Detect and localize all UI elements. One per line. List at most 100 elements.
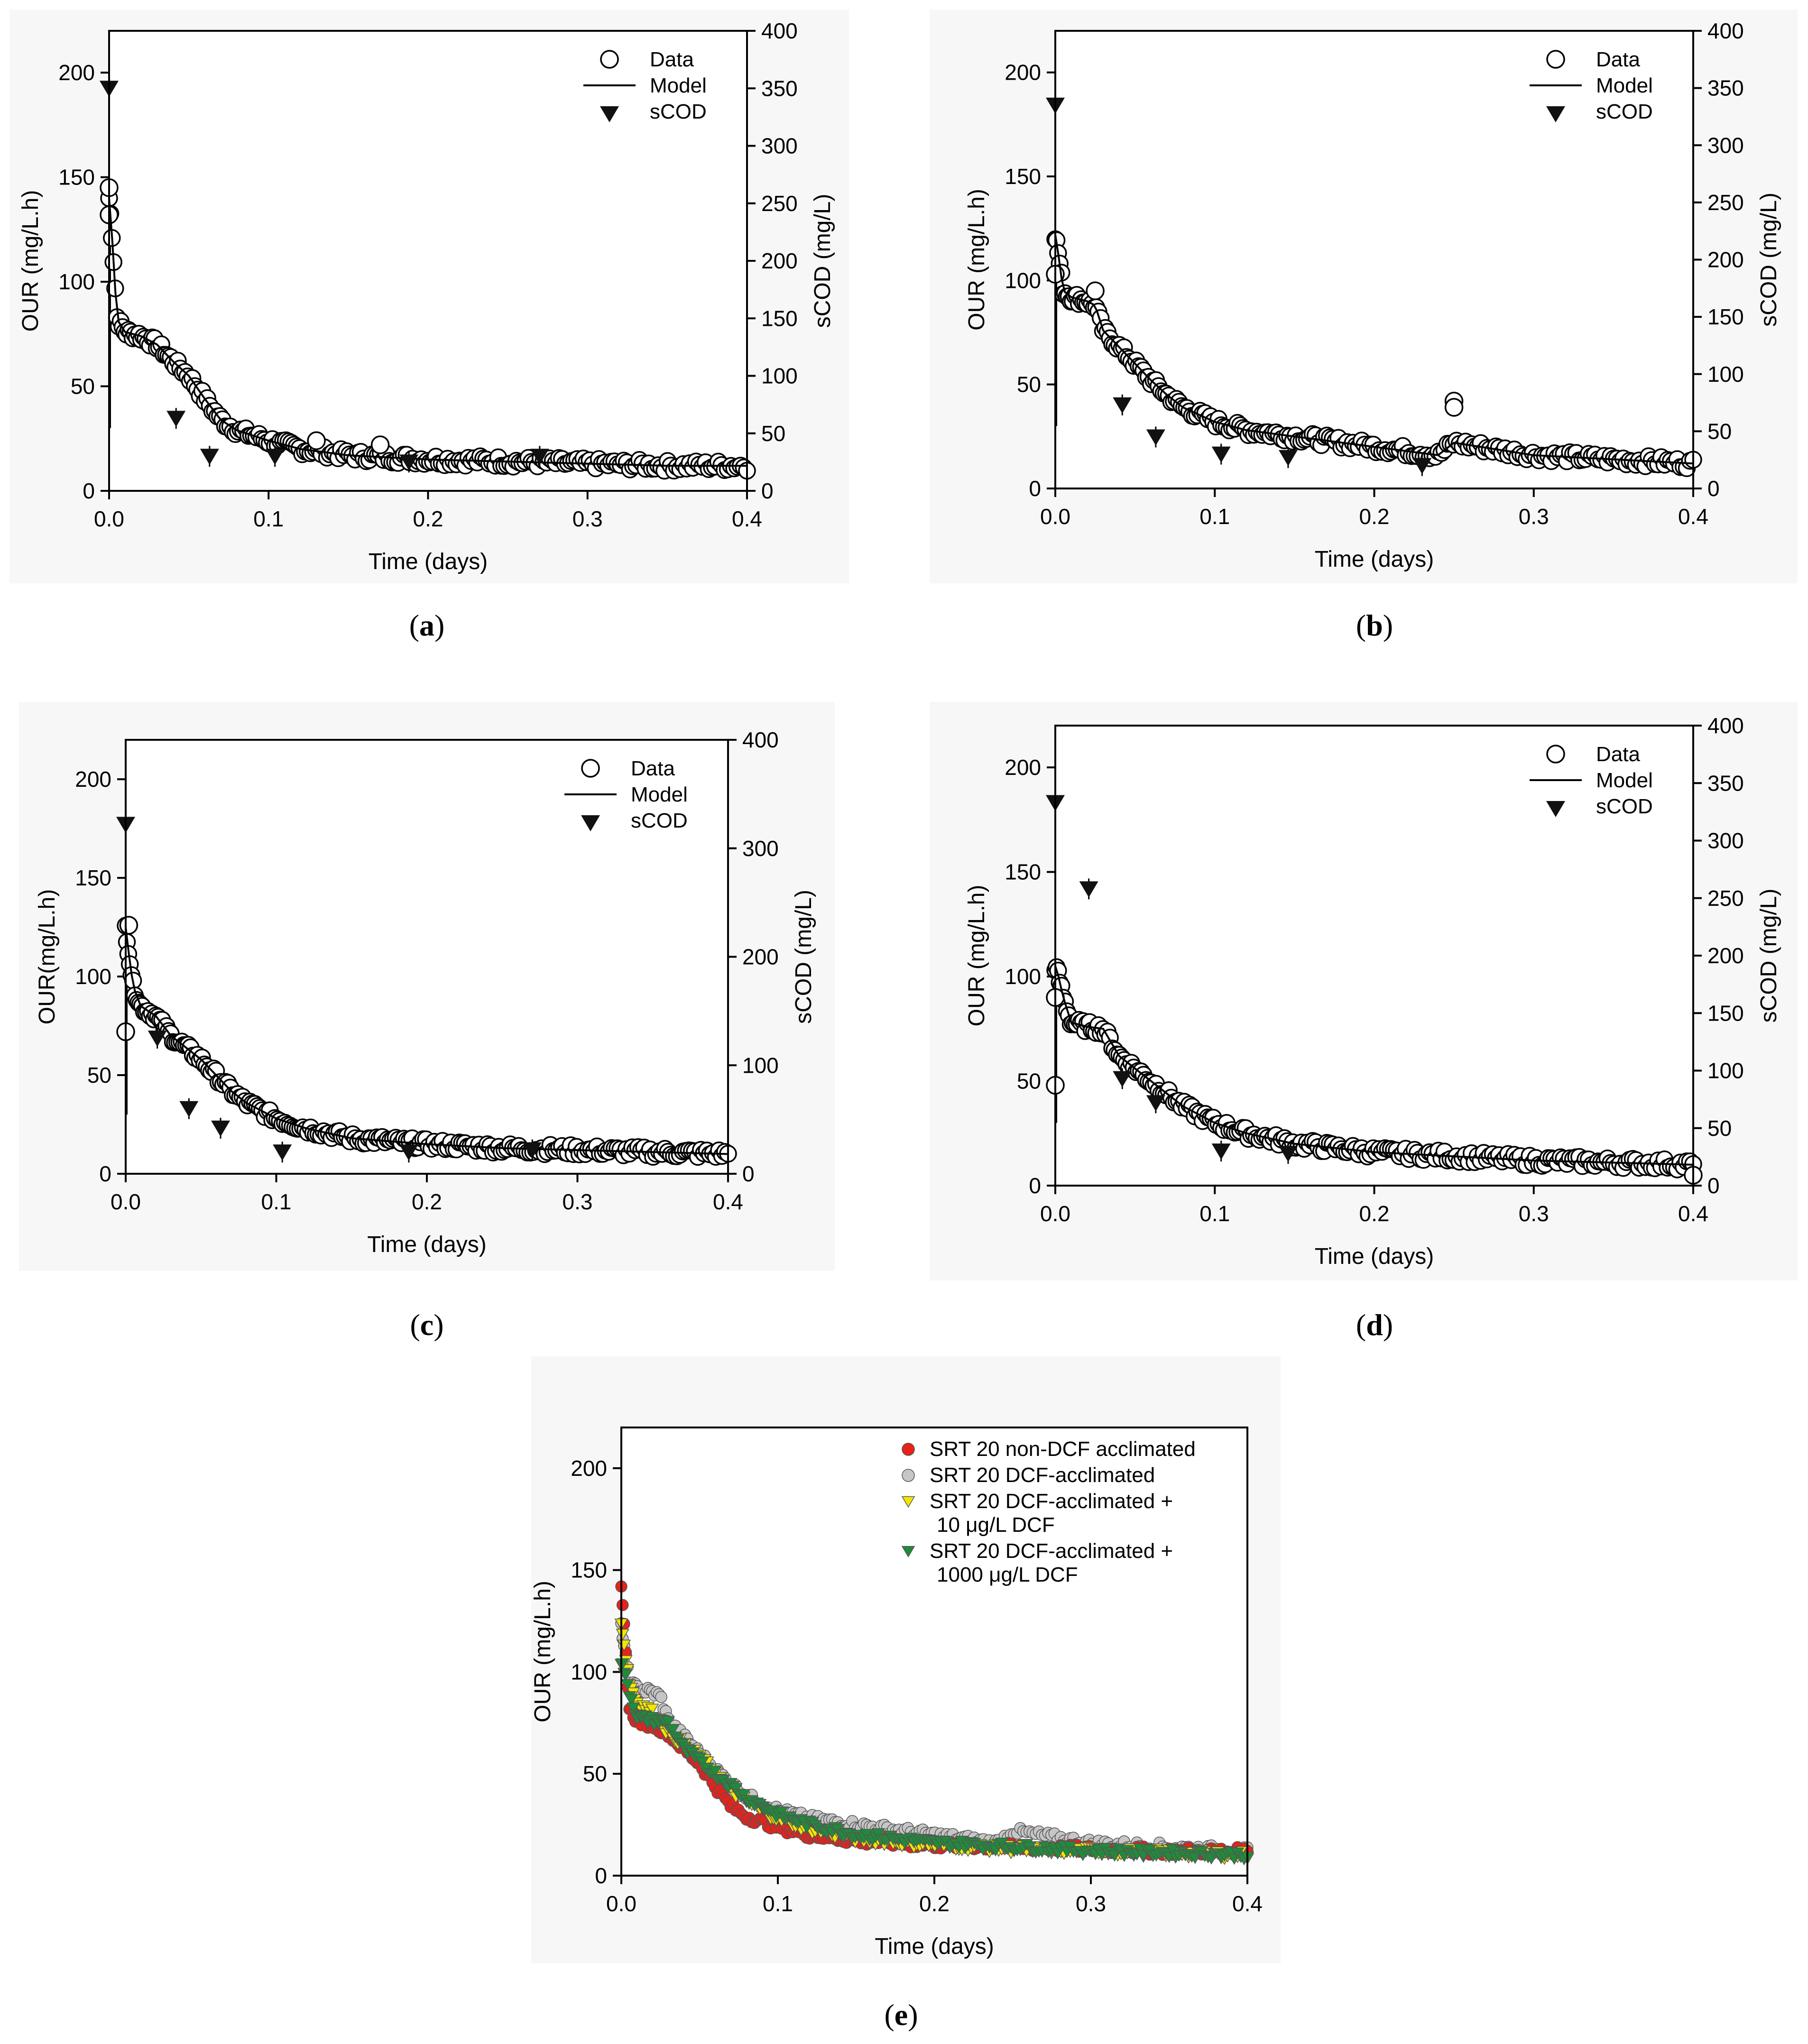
scod-point bbox=[148, 1031, 167, 1047]
y-axis-label: OUR (mg/L.h) bbox=[964, 885, 989, 1027]
y-tick-label: 200 bbox=[75, 767, 111, 792]
scod-point bbox=[1113, 1071, 1132, 1087]
panel-c-chart: 0.0 0.1 0.2 0.3 0.4 0 50 100 150 200 0 100 200 300 400… bbox=[19, 702, 835, 1271]
y2-axis-label: sCOD (mg/L) bbox=[1756, 193, 1781, 327]
series-point bbox=[620, 1679, 635, 1691]
scod-point bbox=[179, 1101, 199, 1117]
x-tick-label: 0.2 bbox=[412, 1189, 442, 1214]
scod-point bbox=[1113, 397, 1132, 414]
legend-model-label: Model bbox=[1596, 769, 1653, 792]
y2-tick-label: 300 bbox=[1707, 829, 1744, 853]
legend-marker bbox=[902, 1469, 915, 1482]
y2-tick-label: 350 bbox=[1707, 76, 1744, 101]
y-tick-label: 100 bbox=[1005, 268, 1041, 293]
y2-tick-label: 400 bbox=[1707, 713, 1744, 738]
y-tick-label: 200 bbox=[571, 1456, 607, 1481]
series-point bbox=[871, 1828, 886, 1840]
scod-point bbox=[1278, 1146, 1298, 1162]
legend-data-label: Data bbox=[1596, 48, 1640, 71]
caption-b: (b) bbox=[1356, 608, 1393, 642]
legend-scod-label: sCOD bbox=[631, 809, 688, 832]
plot-frame bbox=[108, 30, 748, 492]
x-tick-label: 0.1 bbox=[763, 1891, 793, 1916]
legend-scod-label: sCOD bbox=[1596, 100, 1653, 123]
x-tick-label: 0.4 bbox=[713, 1189, 743, 1214]
series-point bbox=[1165, 1844, 1180, 1856]
y2-tick-label: 100 bbox=[1707, 1059, 1744, 1083]
y2-tick-label: 50 bbox=[1707, 1116, 1732, 1141]
y-tick-label: 0 bbox=[1029, 476, 1041, 501]
series-point bbox=[624, 1694, 638, 1706]
y2-tick-label: 0 bbox=[742, 1161, 755, 1186]
y2-tick-label: 50 bbox=[1707, 419, 1732, 443]
x-tick-label: 0.0 bbox=[1040, 504, 1070, 529]
scod-point bbox=[273, 1144, 292, 1161]
x-tick-label: 0.3 bbox=[1076, 1891, 1106, 1916]
x-tick-label: 0.2 bbox=[1359, 1201, 1390, 1226]
caption-e: (e) bbox=[884, 1998, 918, 2032]
legend-data-marker bbox=[1546, 745, 1565, 764]
our-data-point bbox=[119, 916, 138, 935]
legend-label-line2: 1000 μg/L DCF bbox=[937, 1563, 1078, 1586]
y-axis-label: OUR (mg/L.h) bbox=[530, 1581, 555, 1722]
y-tick-label: 150 bbox=[58, 165, 95, 190]
our-data-point bbox=[307, 431, 326, 450]
panel-e-chart: 0.0 0.1 0.2 0.3 0.4 0 50 100 150 200 Time (days) OU… bbox=[530, 1356, 1281, 1963]
x-tick-label: 0.1 bbox=[261, 1189, 292, 1214]
y-tick-label: 50 bbox=[1017, 372, 1041, 397]
y-tick-label: 0 bbox=[595, 1863, 607, 1888]
x-tick-label: 0.1 bbox=[253, 506, 284, 531]
x-tick-label: 0.2 bbox=[1359, 504, 1390, 529]
y2-tick-label: 300 bbox=[1707, 133, 1744, 157]
scod-point bbox=[211, 1120, 231, 1137]
x-tick-label: 0.4 bbox=[732, 506, 762, 531]
y2-tick-label: 250 bbox=[1707, 190, 1744, 215]
x-tick-label: 0.4 bbox=[1678, 1201, 1708, 1226]
y2-tick-label: 250 bbox=[761, 191, 798, 216]
scod-point bbox=[523, 1142, 542, 1159]
legend-data-marker bbox=[1546, 50, 1565, 69]
x-tick-label: 0.3 bbox=[563, 1189, 593, 1214]
scod-point bbox=[166, 411, 186, 427]
scod-point bbox=[1211, 446, 1231, 463]
legend-label-line2: 10 μg/L DCF bbox=[937, 1513, 1055, 1537]
scod-point bbox=[1412, 458, 1432, 474]
x-tick-label: 0.0 bbox=[1040, 1201, 1070, 1226]
x-tick-label: 0.0 bbox=[111, 1189, 141, 1214]
legend-model-label: Model bbox=[1596, 74, 1653, 97]
series-point bbox=[626, 1702, 640, 1714]
scod-point bbox=[1079, 881, 1098, 898]
y-tick-label: 200 bbox=[58, 60, 95, 85]
x-tick-label: 0.2 bbox=[413, 506, 443, 531]
model-line bbox=[1054, 234, 1694, 465]
series-point bbox=[708, 1766, 722, 1777]
x-tick-label: 0.1 bbox=[1199, 1201, 1230, 1226]
x-tick-label: 0.1 bbox=[1199, 504, 1230, 529]
legend-data-marker bbox=[600, 50, 619, 69]
scod-point bbox=[1211, 1143, 1231, 1160]
x-tick-label: 0.4 bbox=[1232, 1891, 1263, 1916]
y2-tick-label: 300 bbox=[761, 134, 798, 158]
series-point bbox=[661, 1716, 675, 1728]
x-tick-label: 0.2 bbox=[919, 1891, 950, 1916]
panel-a-chart: 0.0 0.1 0.2 0.3 0.4 0 50 100 150 200 0 50 100 150 200 2… bbox=[9, 9, 849, 583]
y-axis-label: OUR (mg/L.h) bbox=[964, 189, 989, 331]
y2-tick-label: 150 bbox=[1707, 1001, 1744, 1025]
x-axis-label: Time (days) bbox=[875, 1934, 994, 1959]
panel-b-chart: 0.0 0.1 0.2 0.3 0.4 0 50 100 150 200 0 50 100 150 200 2… bbox=[930, 9, 1798, 583]
scod-point bbox=[399, 1144, 418, 1161]
scod-point bbox=[399, 454, 419, 471]
x-axis-label: Time (days) bbox=[1315, 1244, 1434, 1269]
legend-label: SRT 20 DCF-acclimated bbox=[930, 1464, 1155, 1487]
y-tick-label: 0 bbox=[1029, 1173, 1041, 1198]
y2-tick-label: 0 bbox=[1707, 476, 1720, 501]
plot-frame bbox=[620, 1427, 1248, 1877]
y2-tick-label: 150 bbox=[1707, 304, 1744, 329]
legend-model-label: Model bbox=[650, 74, 707, 97]
series-point bbox=[695, 1757, 710, 1768]
caption-d: (d) bbox=[1356, 1308, 1393, 1342]
series-point bbox=[645, 1703, 659, 1715]
panel-d-chart: 0.0 0.1 0.2 0.3 0.4 0 50 100 150 200 0 50 100 150 200 2… bbox=[930, 702, 1798, 1280]
caption-a: (a) bbox=[409, 608, 445, 642]
series-point bbox=[655, 1691, 667, 1703]
